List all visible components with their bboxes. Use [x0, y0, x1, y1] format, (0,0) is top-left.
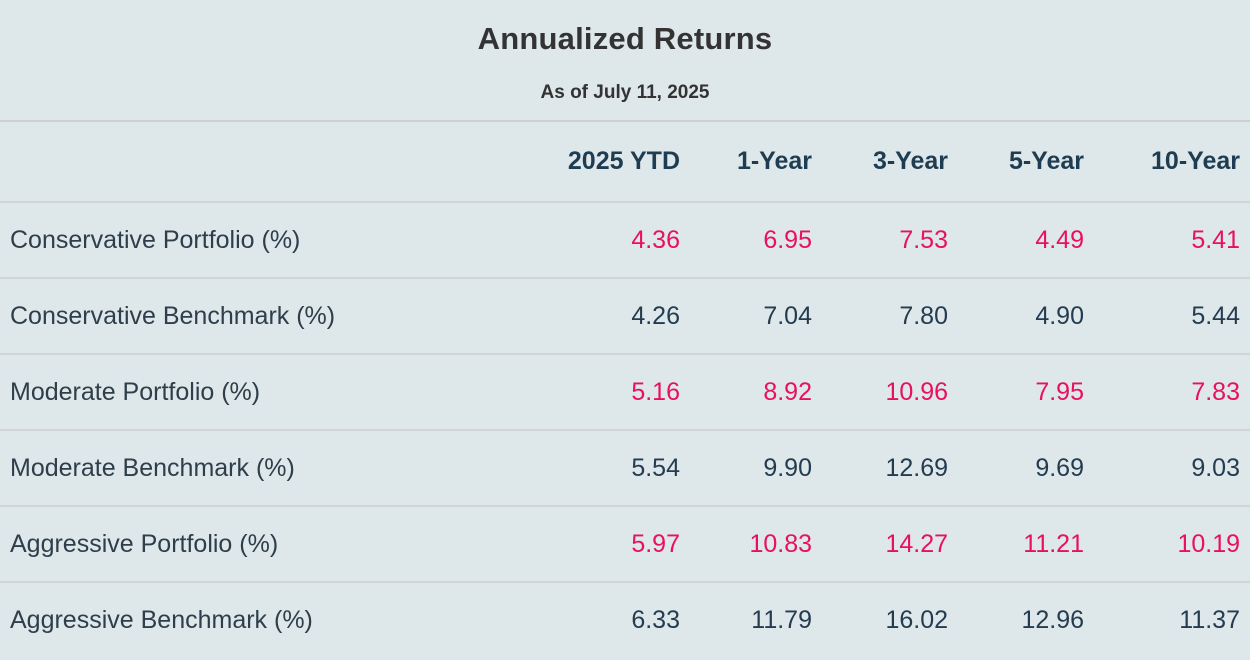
cell-value: 4.26 [631, 301, 680, 330]
row-label: Moderate Benchmark (%) [10, 453, 295, 482]
cell-value: 5.44 [1191, 301, 1240, 330]
cell-value: 16.02 [885, 606, 948, 634]
cell-value: 5.16 [631, 377, 680, 406]
cell-value: 11.37 [1179, 606, 1240, 634]
column-header-5-year: 5-Year [1008, 147, 1084, 175]
row-label: Conservative Benchmark (%) [10, 301, 336, 330]
table-row-moderate-benchmark: Moderate Benchmark (%) 5.54 9.90 12.69 9… [0, 430, 1250, 506]
column-header-row: 2025 YTD 1-Year 3-Year 5-Year 10-Year [0, 122, 1250, 202]
page-title: Annualized Returns [477, 21, 773, 56]
cell-value: 9.69 [1035, 453, 1084, 482]
cell-value: 12.96 [1021, 606, 1084, 634]
cell-value: 6.95 [763, 225, 812, 254]
cell-value: 5.41 [1191, 225, 1240, 254]
column-header-10-year: 10-Year [1151, 147, 1240, 175]
cell-value: 10.96 [885, 377, 948, 406]
cell-value: 7.53 [899, 225, 948, 254]
cell-value: 9.03 [1191, 453, 1240, 482]
cell-value: 7.95 [1035, 377, 1084, 406]
table-row-conservative-portfolio: Conservative Portfolio (%) 4.36 6.95 7.5… [0, 202, 1250, 278]
cell-value: 5.54 [631, 453, 680, 482]
row-label: Conservative Portfolio (%) [10, 225, 301, 254]
column-header-3-year: 3-Year [872, 147, 948, 175]
cell-value: 7.83 [1191, 377, 1240, 406]
column-header-1-year: 1-Year [736, 147, 812, 175]
table-row-aggressive-portfolio: Aggressive Portfolio (%) 5.97 10.83 14.2… [0, 506, 1250, 582]
row-label-column-header [0, 122, 530, 202]
row-label: Aggressive Benchmark (%) [10, 606, 313, 634]
cell-value: 10.19 [1177, 529, 1240, 558]
cell-value: 11.21 [1023, 529, 1084, 558]
table-header-section: Annualized Returns As of July 11, 2025 [0, 0, 1250, 122]
as-of-date: As of July 11, 2025 [540, 82, 710, 103]
cell-value: 11.79 [751, 606, 812, 634]
cell-value: 4.90 [1035, 301, 1084, 330]
cell-value: 8.92 [763, 377, 812, 406]
cell-value: 10.83 [749, 529, 812, 558]
cell-value: 7.80 [899, 301, 948, 330]
cell-value: 14.27 [885, 529, 948, 558]
cell-value: 5.97 [631, 529, 680, 558]
cell-value: 12.69 [885, 453, 948, 482]
table-row-aggressive-benchmark: Aggressive Benchmark (%) 6.33 11.79 16.0… [0, 582, 1250, 658]
table-row-moderate-portfolio: Moderate Portfolio (%) 5.16 8.92 10.96 7… [0, 354, 1250, 430]
table-row-conservative-benchmark: Conservative Benchmark (%) 4.26 7.04 7.8… [0, 278, 1250, 354]
cell-value: 6.33 [631, 606, 680, 634]
annualized-returns-table: 2025 YTD 1-Year 3-Year 5-Year 10-Year Co… [0, 122, 1250, 658]
cell-value: 7.04 [763, 301, 812, 330]
row-label: Moderate Portfolio (%) [10, 377, 261, 406]
row-label: Aggressive Portfolio (%) [10, 529, 279, 558]
cell-value: 9.90 [763, 453, 812, 482]
cell-value: 4.36 [631, 225, 680, 254]
cell-value: 4.49 [1035, 225, 1084, 254]
column-header-2025-ytd: 2025 YTD [567, 147, 680, 175]
